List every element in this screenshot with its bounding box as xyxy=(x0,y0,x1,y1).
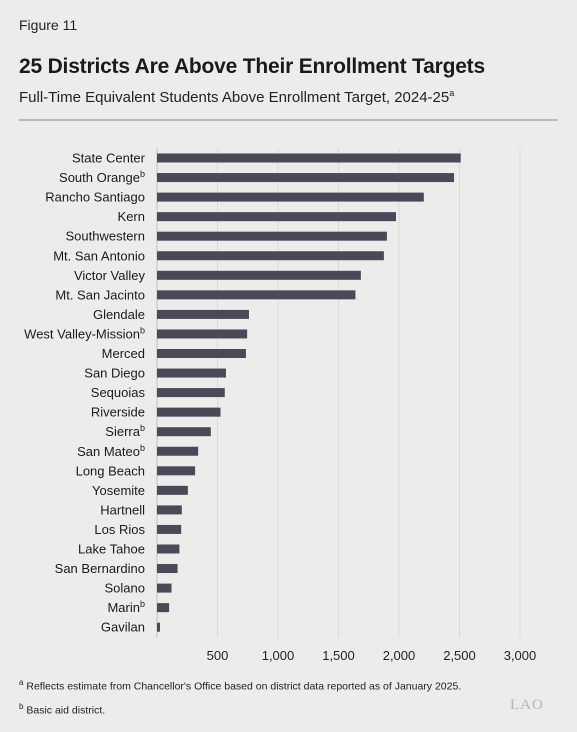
category-label: Marinb xyxy=(107,599,145,615)
category-label: Solano xyxy=(105,581,145,596)
subtitle-text: Full-Time Equivalent Students Above Enro… xyxy=(19,89,450,106)
bar xyxy=(157,446,199,456)
category-label: Glendale xyxy=(93,307,145,322)
bar xyxy=(157,583,172,593)
footnotes: a Reflects estimate from Chancellor's Of… xyxy=(19,673,461,720)
category-label: Riverside xyxy=(91,405,145,420)
footnote-a: a Reflects estimate from Chancellor's Of… xyxy=(19,673,461,697)
category-note-marker: b xyxy=(140,169,145,179)
category-label: San Mateob xyxy=(77,443,145,459)
bar xyxy=(157,466,196,476)
category-note-marker: b xyxy=(140,599,145,609)
bar xyxy=(157,485,188,495)
bar xyxy=(157,603,170,613)
category-label: Long Beach xyxy=(76,463,145,478)
bar xyxy=(157,407,221,417)
bar xyxy=(157,153,461,163)
category-label: State Center xyxy=(72,151,146,166)
bar xyxy=(157,427,211,437)
bar xyxy=(157,270,361,280)
chart-subtitle: Full-Time Equivalent Students Above Enro… xyxy=(19,88,454,106)
footnote-a-text: Reflects estimate from Chancellor's Offi… xyxy=(26,680,462,693)
category-label: Kern xyxy=(118,209,145,224)
bar xyxy=(157,212,396,222)
footnote-b-marker: b xyxy=(19,701,24,711)
category-label: San Bernardino xyxy=(55,561,145,576)
category-note-marker: b xyxy=(140,423,145,433)
bar xyxy=(157,564,178,574)
bar xyxy=(157,290,356,300)
footnote-b-text: Basic aid district. xyxy=(26,704,106,716)
category-label: Mt. San Jacinto xyxy=(55,287,145,302)
bar xyxy=(157,388,225,398)
x-tick-label: 500 xyxy=(207,648,229,663)
bar xyxy=(157,622,161,632)
bar xyxy=(157,368,226,378)
chart-title: 25 Districts Are Above Their Enrollment … xyxy=(19,55,485,78)
category-label: Victor Valley xyxy=(74,268,146,283)
bar xyxy=(157,173,455,183)
category-label: Merced xyxy=(102,346,145,361)
category-label: Gavilan xyxy=(101,620,145,635)
bar-chart: 500 1,000 1,500 2,000 2,500 3,000 State Center… xyxy=(24,148,537,663)
subtitle-note-marker: a xyxy=(449,88,455,98)
category-label: West Valley-Missionb xyxy=(24,325,145,341)
category-label: Yosemite xyxy=(92,483,145,498)
category-label: Southwestern xyxy=(66,229,146,244)
lao-logo: LAO xyxy=(510,697,544,713)
category-label: Sierrab xyxy=(105,423,145,439)
category-label: Sequoias xyxy=(91,385,146,400)
category-label: Los Rios xyxy=(94,522,145,537)
bar xyxy=(157,251,384,261)
x-tick-label: 2,000 xyxy=(383,648,416,663)
x-tick-label: 2,500 xyxy=(443,648,476,663)
footnote-a-marker: a xyxy=(19,678,24,687)
figure-label: Figure 11 xyxy=(19,17,78,33)
category-label: Hartnell xyxy=(100,502,145,517)
category-label: Mt. San Antonio xyxy=(53,248,145,263)
bar xyxy=(157,505,182,515)
bar xyxy=(157,192,424,202)
bar xyxy=(157,231,387,241)
bar xyxy=(157,544,180,554)
category-label: Lake Tahoe xyxy=(78,542,145,557)
category-note-marker: b xyxy=(140,325,145,335)
x-tick-label: 3,000 xyxy=(504,648,537,663)
footnote-b: b Basic aid district. xyxy=(19,697,461,721)
x-tick-label: 1,500 xyxy=(322,648,355,663)
bar xyxy=(157,309,249,319)
title-divider xyxy=(19,119,558,121)
category-label: Rancho Santiago xyxy=(45,190,145,205)
category-note-marker: b xyxy=(140,443,145,453)
category-label: San Diego xyxy=(84,366,145,381)
bar xyxy=(157,329,248,339)
bar xyxy=(157,524,182,534)
bar xyxy=(157,349,246,358)
x-tick-label: 1,000 xyxy=(262,648,295,663)
category-label: South Orangeb xyxy=(59,169,145,185)
